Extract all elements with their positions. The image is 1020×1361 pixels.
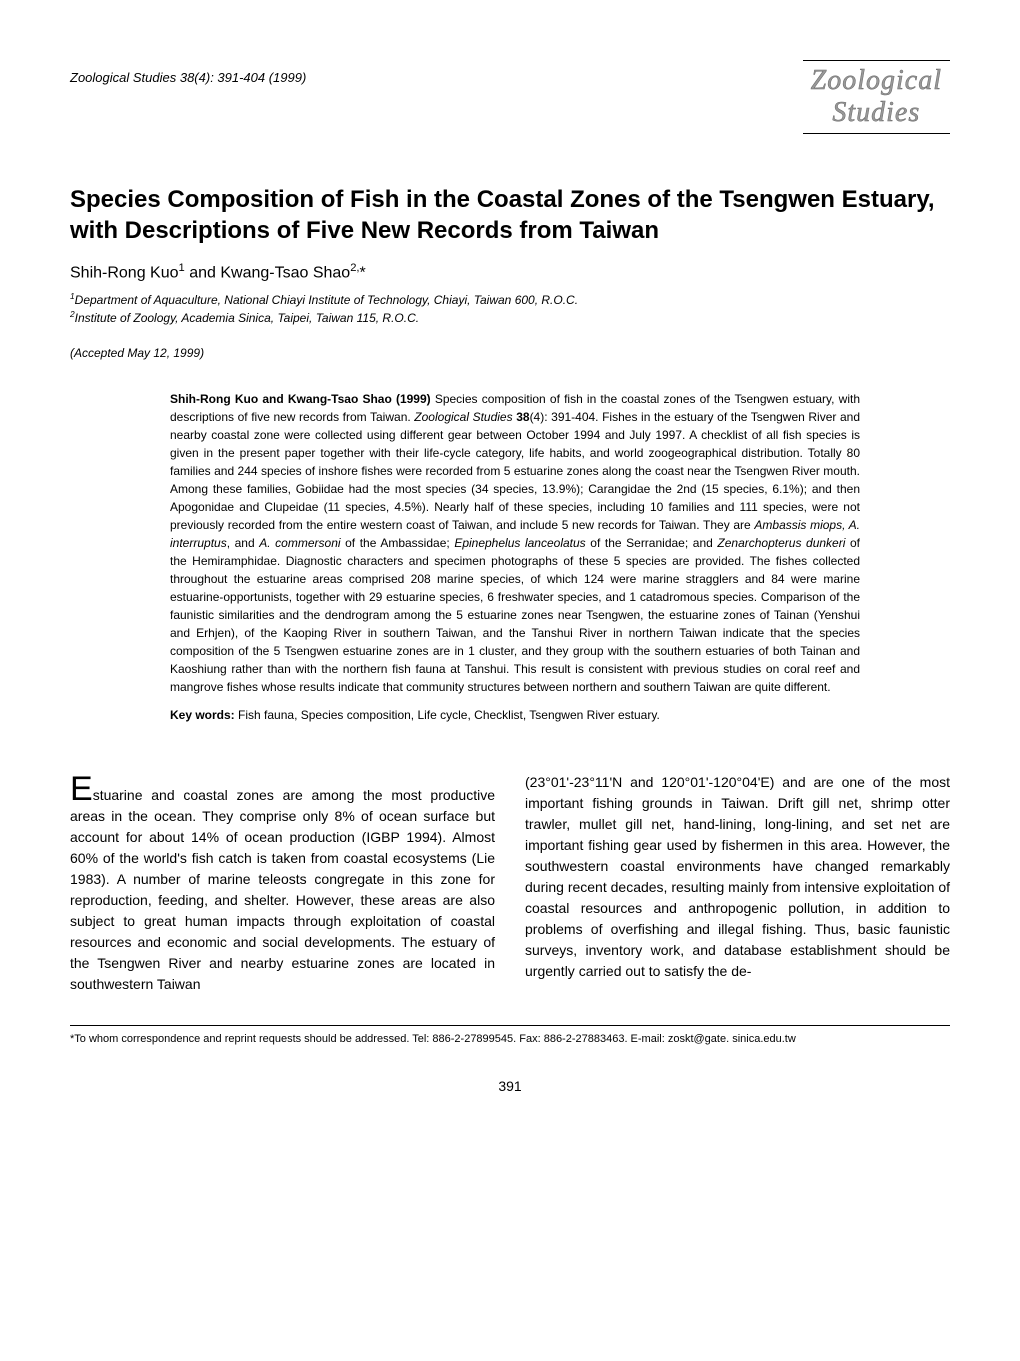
correspondence-footnote: *To whom correspondence and reprint requ… (70, 1032, 950, 1047)
page-number: 391 (70, 1078, 950, 1094)
col1-text: stuarine and coastal zones are among the… (70, 787, 495, 992)
body-text: Estuarine and coastal zones are among th… (70, 772, 950, 995)
column-left: Estuarine and coastal zones are among th… (70, 772, 495, 995)
column-right: (23°01'-23°11'N and 120°01'-120°04'E) an… (525, 772, 950, 995)
authors: Shih-Rong Kuo1 and Kwang-Tsao Shao2,* (70, 262, 950, 282)
footnote-divider (70, 1025, 950, 1026)
keywords-text: Fish fauna, Species composition, Life cy… (238, 708, 660, 722)
logo-line-1: Zoological (811, 65, 942, 97)
accepted-date: (Accepted May 12, 1999) (70, 346, 950, 360)
abstract: Shih-Rong Kuo and Kwang-Tsao Shao (1999)… (170, 390, 860, 722)
affiliation-1: 1Department of Aquaculture, National Chi… (70, 291, 950, 309)
journal-reference: Zoological Studies 38(4): 391-404 (1999) (70, 60, 306, 85)
col2-text: (23°01'-23°11'N and 120°01'-120°04'E) an… (525, 772, 950, 982)
affiliation-2: 2Institute of Zoology, Academia Sinica, … (70, 309, 950, 327)
article-title: Species Composition of Fish in the Coast… (70, 184, 950, 246)
keywords-label: Key words: (170, 708, 235, 722)
abstract-heading: Shih-Rong Kuo and Kwang-Tsao Shao (1999) (170, 392, 431, 406)
abstract-body: Species composition of fish in the coast… (170, 392, 860, 694)
logo-line-2: Studies (811, 97, 942, 129)
dropcap: E (70, 770, 93, 808)
keywords: Key words: Fish fauna, Species compositi… (170, 708, 860, 722)
journal-logo: Zoological Studies (803, 60, 950, 134)
